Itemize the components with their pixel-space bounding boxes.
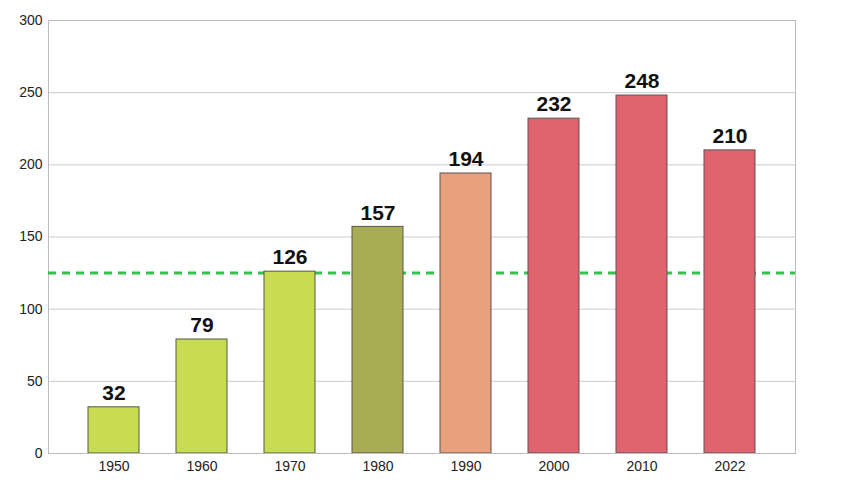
svg-text:232: 232 bbox=[536, 92, 571, 115]
svg-text:50: 50 bbox=[27, 373, 43, 389]
svg-text:2022: 2022 bbox=[714, 458, 745, 474]
svg-text:1950: 1950 bbox=[98, 458, 129, 474]
svg-text:2010: 2010 bbox=[626, 458, 657, 474]
svg-text:200: 200 bbox=[19, 156, 43, 172]
svg-text:79: 79 bbox=[190, 313, 213, 336]
svg-text:2000: 2000 bbox=[538, 458, 569, 474]
svg-text:1980: 1980 bbox=[362, 458, 393, 474]
svg-text:157: 157 bbox=[360, 201, 395, 224]
svg-text:300: 300 bbox=[19, 12, 43, 28]
svg-text:248: 248 bbox=[624, 69, 659, 92]
svg-text:210: 210 bbox=[712, 124, 747, 147]
svg-text:0: 0 bbox=[35, 445, 43, 461]
svg-text:1990: 1990 bbox=[450, 458, 481, 474]
svg-text:1970: 1970 bbox=[274, 458, 305, 474]
svg-text:194: 194 bbox=[448, 147, 483, 170]
svg-text:126: 126 bbox=[272, 245, 307, 268]
svg-text:1960: 1960 bbox=[186, 458, 217, 474]
svg-text:250: 250 bbox=[19, 84, 43, 100]
svg-text:32: 32 bbox=[102, 381, 125, 404]
svg-text:150: 150 bbox=[19, 228, 43, 244]
svg-text:100: 100 bbox=[19, 301, 43, 317]
